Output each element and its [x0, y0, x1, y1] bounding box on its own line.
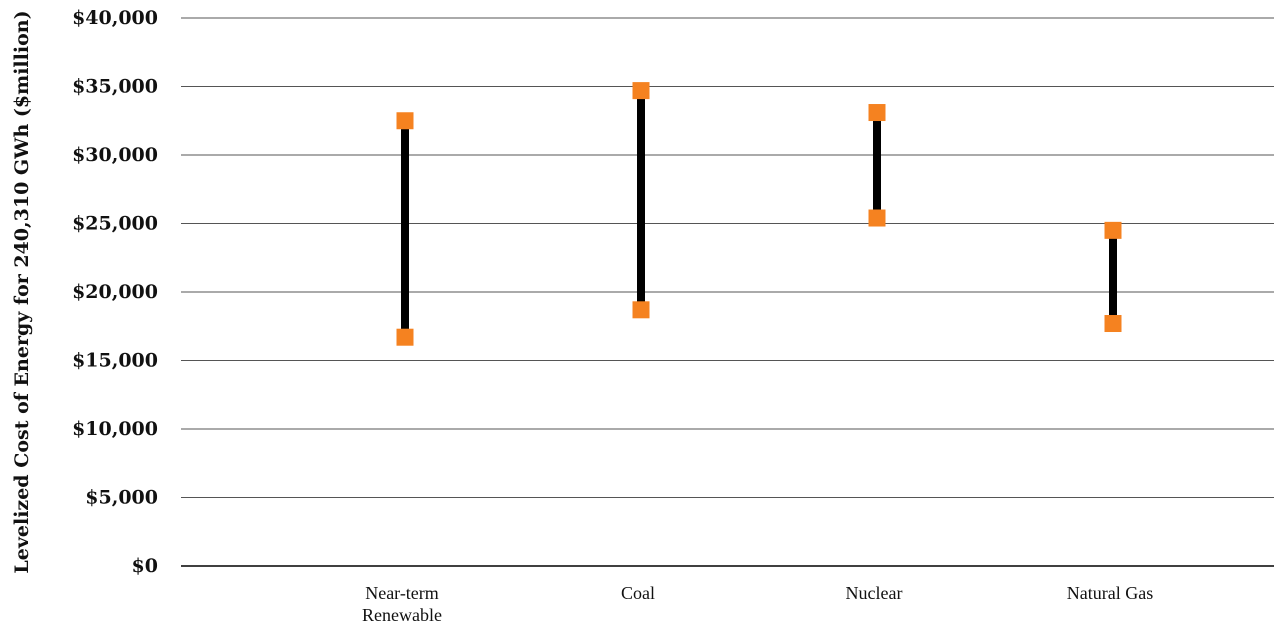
high-marker: [632, 82, 650, 100]
x-category-label: Nuclear: [846, 583, 903, 603]
range-lines: [401, 90, 1117, 338]
low-marker: [868, 209, 886, 227]
high-marker: [1104, 221, 1122, 239]
high-marker: [396, 112, 414, 130]
y-tick-label: $0: [132, 555, 158, 577]
x-category-label: Renewable: [362, 605, 442, 625]
x-category-label: Natural Gas: [1067, 583, 1153, 603]
y-tick-label: $25,000: [72, 213, 158, 235]
low-marker: [1104, 315, 1122, 333]
low-marker: [396, 328, 414, 346]
gridlines: [181, 17, 1274, 567]
low-marker: [632, 301, 650, 319]
x-category-label: Coal: [621, 583, 655, 603]
y-tick-label: $40,000: [72, 7, 158, 29]
y-tick-label: $10,000: [72, 418, 158, 440]
y-axis-ticks: $0 $5,000 $10,000 $15,000 $20,000 $25,000 $30,…: [72, 7, 158, 577]
y-tick-label: $5,000: [85, 487, 158, 509]
y-tick-label: $15,000: [72, 350, 158, 372]
y-tick-label: $30,000: [72, 144, 158, 166]
y-tick-label: $35,000: [72, 76, 158, 98]
y-tick-label: $20,000: [72, 281, 158, 303]
high-marker: [868, 104, 886, 122]
y-axis-title: Levelized Cost of Energy for 240,310 GWh…: [11, 10, 33, 573]
range-markers: [396, 82, 1122, 346]
x-category-label: Near-term: [365, 583, 439, 603]
